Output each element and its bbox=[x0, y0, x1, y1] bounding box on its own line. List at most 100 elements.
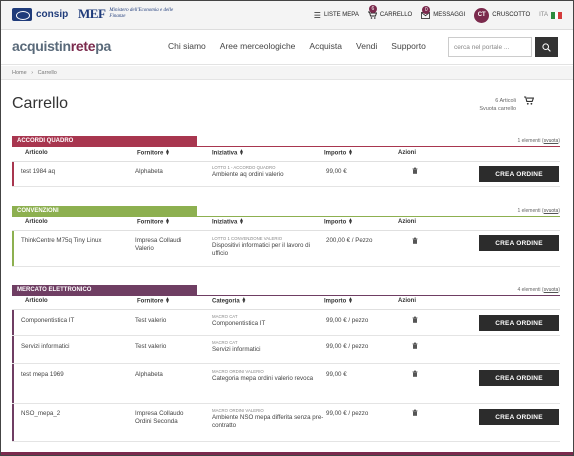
col-articolo: Articolo bbox=[25, 150, 48, 156]
cart-icon bbox=[367, 11, 377, 19]
nav-vendi[interactable]: Vendi bbox=[356, 41, 378, 51]
empty-section-link[interactable]: svuota bbox=[543, 208, 559, 214]
row-lotto: LOTTO 1 CONVENZIONE VALERIO bbox=[212, 236, 283, 241]
section-rule bbox=[12, 216, 560, 217]
row-articolo[interactable]: NSO_mepa_2 bbox=[21, 410, 61, 417]
language-selector[interactable]: ITA bbox=[539, 11, 563, 19]
row-articolo[interactable]: Servizi informatici bbox=[21, 343, 70, 350]
table-row: Componentistica IT Test valerio MACRO CA… bbox=[12, 310, 560, 336]
col-importo[interactable]: Importo ▲ ▼ bbox=[324, 297, 353, 305]
brand-part-3: pa bbox=[95, 38, 111, 54]
trash-icon[interactable] bbox=[412, 167, 418, 174]
empty-cart-link[interactable]: Svuota carrello bbox=[479, 106, 516, 112]
row-iniziativa: LOTTO 1 CONVENZIONE VALERIO Dispositivi i… bbox=[212, 236, 324, 258]
trash-icon[interactable] bbox=[412, 370, 418, 377]
consip-logo[interactable]: consip bbox=[12, 8, 68, 21]
nav-supporto[interactable]: Supporto bbox=[391, 41, 426, 51]
empty-section-link[interactable]: svuota bbox=[543, 287, 559, 293]
row-macro: MACRO ORDINI VALERIO bbox=[212, 369, 264, 374]
row-accent bbox=[12, 310, 14, 335]
trash-icon[interactable] bbox=[412, 409, 418, 416]
row-categoria-text: Componentistica IT bbox=[212, 320, 266, 327]
row-accent bbox=[12, 364, 14, 403]
row-accent bbox=[12, 336, 14, 363]
language-label: ITA bbox=[539, 12, 548, 18]
section-count: 1 elementi bbox=[517, 138, 541, 144]
messaggi-label: MESSAGGI bbox=[433, 12, 466, 18]
row-categoria-text: Servizi informatici bbox=[212, 346, 261, 353]
cruscotto-label: CRUSCOTTO bbox=[492, 12, 531, 18]
section-title-mercato-elettronico: MERCATO ELETTRONICO bbox=[12, 285, 197, 295]
col-iniziativa-label: Iniziativa bbox=[212, 219, 238, 226]
brand-part-2: rete bbox=[70, 38, 96, 54]
row-articolo[interactable]: Componentistica IT bbox=[21, 317, 75, 324]
row-accent bbox=[12, 404, 14, 441]
row-importo: 99,00 € / pezzo bbox=[326, 317, 369, 324]
col-iniziativa[interactable]: Iniziativa ▲ ▼ bbox=[212, 217, 244, 226]
search-button[interactable] bbox=[535, 37, 558, 57]
empty-section-link[interactable]: svuota bbox=[543, 138, 559, 144]
sort-icon: ▲ ▼ bbox=[239, 217, 244, 226]
col-fornitore[interactable]: Fornitore ▲ ▼ bbox=[137, 218, 170, 226]
bottom-border bbox=[0, 452, 574, 456]
crea-ordine-button[interactable]: CREA ORDINE bbox=[479, 315, 559, 331]
row-categoria: MACRO ORDINI VALERIO Categoria mepa ordin… bbox=[212, 369, 324, 383]
row-articolo[interactable]: test 1984 aq bbox=[21, 168, 56, 175]
row-importo: 99,00 € / pezzo bbox=[326, 343, 369, 350]
list-icon: ☰ bbox=[313, 10, 321, 20]
col-categoria[interactable]: Categoria ▲ ▼ bbox=[212, 296, 247, 305]
site-logo[interactable]: acquistinretepa bbox=[12, 38, 111, 54]
col-azioni: Azioni bbox=[398, 219, 416, 225]
mef-logo[interactable]: MEF Ministero dell'Economia e delle Fina… bbox=[78, 6, 179, 22]
messaggi-link[interactable]: 0 MESSAGGI bbox=[421, 5, 466, 19]
table-row: test 1984 aq Alphabeta LOTTO 1 - ACCORDO… bbox=[12, 162, 560, 187]
crea-ordine-button[interactable]: CREA ORDINE bbox=[479, 166, 559, 182]
carrello-link[interactable]: 6 CARRELLO bbox=[367, 5, 412, 19]
nav-chi-siamo[interactable]: Chi siamo bbox=[168, 41, 206, 51]
col-importo[interactable]: Importo ▲ ▼ bbox=[324, 218, 353, 226]
row-categoria: MACRO CAt Componentistica IT bbox=[212, 314, 322, 328]
mef-mark: MEF bbox=[78, 6, 106, 21]
col-iniziativa-label: Iniziativa bbox=[212, 150, 238, 157]
col-importo-label: Importo bbox=[324, 150, 347, 157]
col-iniziativa[interactable]: Iniziativa ▲ ▼ bbox=[212, 149, 244, 157]
col-azioni: Azioni bbox=[398, 150, 416, 156]
section-count: 4 elementi bbox=[517, 287, 541, 293]
crea-ordine-button[interactable]: CREA ORDINE bbox=[479, 409, 559, 425]
table-row: Servizi informatici Test valerio MACRO C… bbox=[12, 336, 560, 364]
section-count: 1 elementi bbox=[517, 208, 541, 214]
trash-icon[interactable] bbox=[412, 316, 418, 323]
row-importo: 200,00 € / Pezzo bbox=[326, 237, 373, 244]
avatar: CT bbox=[474, 7, 490, 23]
col-fornitore[interactable]: Fornitore ▲ ▼ bbox=[137, 149, 170, 157]
trash-icon[interactable] bbox=[412, 237, 418, 244]
breadcrumb-separator: › bbox=[31, 70, 34, 76]
row-articolo[interactable]: test mepa 1969 bbox=[21, 371, 64, 378]
col-categoria-label: Categoria bbox=[212, 298, 240, 305]
row-lotto: LOTTO 1 - ACCORDO QUADRO bbox=[212, 165, 276, 170]
col-articolo: Articolo bbox=[25, 298, 48, 304]
col-fornitore[interactable]: Fornitore ▲ ▼ bbox=[137, 297, 170, 305]
trash-icon[interactable] bbox=[412, 342, 418, 349]
cart-summary: 6 Articoli Svuota carrello bbox=[468, 97, 516, 113]
section-title-convenzioni: CONVENZIONI bbox=[12, 206, 197, 216]
main-header: acquistinretepa Chi siamo Aree merceolog… bbox=[0, 31, 574, 65]
table-row: NSO_mepa_2 Impresa Collaudo Ordini Secon… bbox=[12, 404, 560, 442]
col-importo[interactable]: Importo ▲ ▼ bbox=[324, 149, 353, 157]
row-articolo[interactable]: ThinkCentre M75q Tiny Linux bbox=[21, 237, 102, 244]
cruscotto-link[interactable]: CT CRUSCOTTO bbox=[474, 7, 531, 23]
crea-ordine-button[interactable]: CREA ORDINE bbox=[479, 370, 559, 386]
row-fornitore: Alphabeta bbox=[135, 371, 163, 378]
row-iniziativa-text: Ambiente aq ordini valerio bbox=[212, 171, 284, 178]
breadcrumb-home[interactable]: Home bbox=[12, 70, 27, 76]
nav-aree-merceologiche[interactable]: Aree merceologiche bbox=[219, 41, 296, 51]
nav-acquista[interactable]: Acquista bbox=[309, 41, 343, 51]
col-azioni: Azioni bbox=[398, 298, 416, 304]
crea-ordine-button[interactable]: CREA ORDINE bbox=[479, 235, 559, 251]
sort-icon: ▲ ▼ bbox=[241, 296, 247, 305]
row-accent bbox=[12, 162, 14, 186]
search-input[interactable]: cerca nel portale ... bbox=[448, 37, 532, 57]
liste-mepa-link[interactable]: ☰ LISTE MEPA bbox=[314, 11, 359, 20]
row-importo: 99,00 € bbox=[326, 168, 347, 175]
consip-label: consip bbox=[36, 9, 69, 20]
